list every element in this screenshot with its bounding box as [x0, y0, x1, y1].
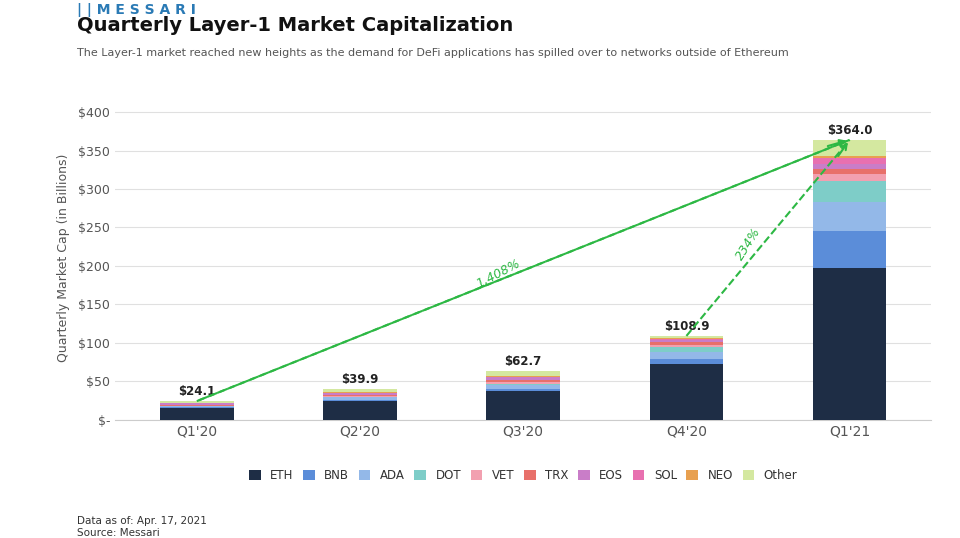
- Bar: [650, 342, 723, 345]
- Bar: [813, 157, 886, 158]
- Bar: [813, 231, 886, 268]
- Bar: [487, 389, 560, 391]
- Text: Quarterly Layer-1 Market Capitalization: Quarterly Layer-1 Market Capitalization: [77, 16, 513, 35]
- Text: $39.9: $39.9: [342, 373, 378, 386]
- Bar: [650, 336, 723, 338]
- Bar: [487, 391, 560, 420]
- Text: 234%: 234%: [733, 226, 763, 263]
- Bar: [160, 401, 233, 403]
- Bar: [650, 339, 723, 342]
- Text: | | M E S S A R I: | | M E S S A R I: [77, 3, 196, 17]
- Bar: [813, 164, 886, 169]
- Bar: [487, 371, 560, 376]
- Bar: [324, 401, 396, 420]
- Bar: [160, 408, 233, 420]
- Text: $108.9: $108.9: [663, 320, 709, 333]
- Text: $62.7: $62.7: [505, 356, 541, 369]
- Bar: [650, 348, 723, 352]
- Bar: [650, 352, 723, 358]
- Bar: [160, 407, 233, 408]
- Bar: [487, 384, 560, 385]
- Bar: [813, 202, 886, 231]
- Text: $24.1: $24.1: [179, 385, 215, 398]
- Bar: [813, 158, 886, 164]
- Bar: [160, 404, 233, 405]
- Bar: [487, 385, 560, 389]
- Bar: [160, 406, 233, 407]
- Bar: [813, 174, 886, 181]
- Bar: [487, 377, 560, 380]
- Bar: [813, 268, 886, 420]
- Text: $364.0: $364.0: [827, 124, 873, 137]
- Bar: [650, 358, 723, 364]
- Bar: [487, 380, 560, 382]
- Bar: [813, 140, 886, 157]
- Text: 1,408%: 1,408%: [474, 257, 523, 291]
- Bar: [487, 382, 560, 384]
- Bar: [650, 364, 723, 420]
- Bar: [813, 181, 886, 202]
- Bar: [487, 376, 560, 377]
- Bar: [324, 398, 396, 400]
- Bar: [324, 395, 396, 397]
- Bar: [324, 397, 396, 398]
- Y-axis label: Quarterly Market Cap (in Billions): Quarterly Market Cap (in Billions): [58, 154, 70, 363]
- Bar: [650, 338, 723, 339]
- Bar: [324, 393, 396, 395]
- Text: Data as of: Apr. 17, 2021
Source: Messari: Data as of: Apr. 17, 2021 Source: Messar…: [77, 516, 206, 538]
- Text: The Layer-1 market reached new heights as the demand for DeFi applications has s: The Layer-1 market reached new heights a…: [77, 48, 788, 59]
- Bar: [813, 169, 886, 174]
- Bar: [324, 389, 396, 392]
- Bar: [160, 405, 233, 406]
- Bar: [324, 400, 396, 401]
- Legend: ETH, BNB, ADA, DOT, VET, TRX, EOS, SOL, NEO, Other: ETH, BNB, ADA, DOT, VET, TRX, EOS, SOL, …: [244, 464, 803, 487]
- Bar: [650, 345, 723, 348]
